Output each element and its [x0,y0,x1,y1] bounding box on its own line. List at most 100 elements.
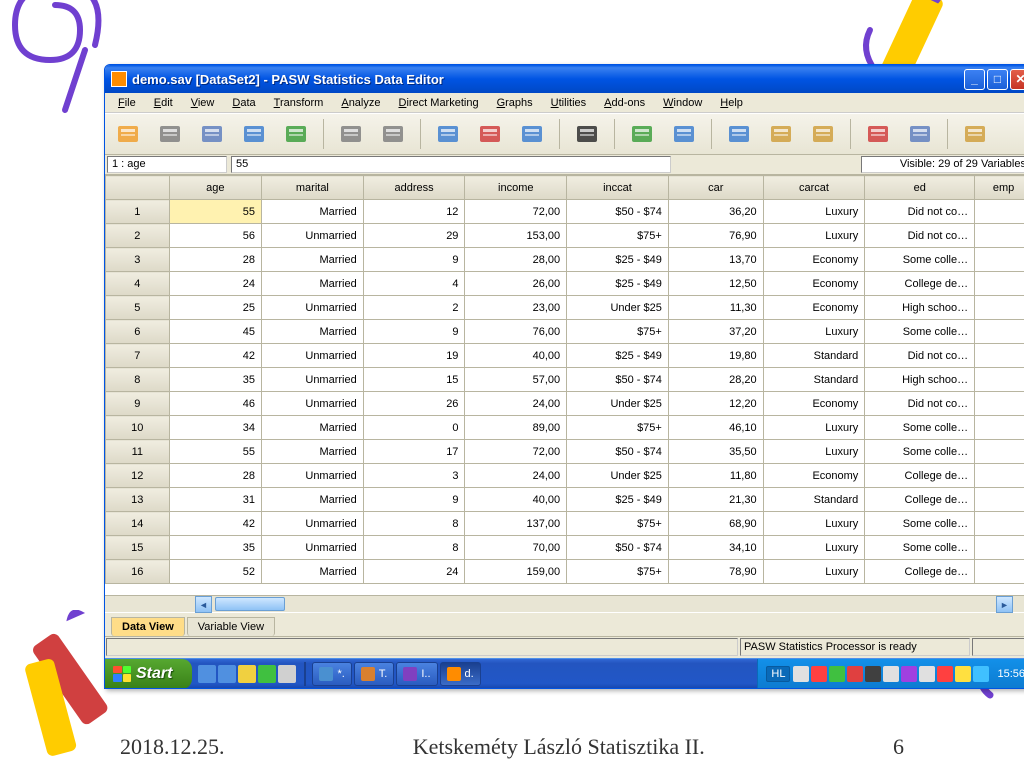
data-cell[interactable]: Unmarried [262,536,364,560]
data-cell[interactable]: 52 [169,560,261,584]
data-cell[interactable]: 24,00 [465,464,567,488]
tray-icon[interactable] [973,666,989,682]
print-button[interactable] [195,117,229,151]
data-cell[interactable]: 35 [169,368,261,392]
data-cell[interactable]: 24,00 [465,392,567,416]
data-cell[interactable]: Married [262,416,364,440]
row-header[interactable]: 1 [106,200,170,224]
tray-icon[interactable] [865,666,881,682]
save-button[interactable] [153,117,187,151]
data-cell[interactable]: $25 - $49 [567,488,669,512]
split-button[interactable] [515,117,549,151]
value-labels-button[interactable] [722,117,756,151]
corner-cell[interactable] [106,176,170,200]
menu-utilities[interactable]: Utilities [542,97,595,109]
data-cell[interactable]: Economy [763,392,865,416]
data-cell[interactable]: 11,30 [668,296,763,320]
data-cell[interactable]: 35,50 [668,440,763,464]
data-cell[interactable]: 34 [169,416,261,440]
data-cell[interactable]: Unmarried [262,296,364,320]
insert-case-button[interactable] [625,117,659,151]
ql-browser-icon[interactable] [218,665,236,683]
close-button[interactable]: ✕ [1010,69,1024,90]
column-header-car[interactable]: car [668,176,763,200]
data-cell[interactable]: 76,00 [465,320,567,344]
data-cell[interactable]: College de… [865,272,975,296]
language-indicator[interactable]: HL [766,666,790,682]
data-cell[interactable]: Some colle… [865,512,975,536]
data-cell[interactable]: 137,00 [465,512,567,536]
data-cell[interactable]: $75+ [567,512,669,536]
column-header-carcat[interactable]: carcat [763,176,865,200]
data-cell[interactable]: 42 [169,344,261,368]
row-header[interactable]: 16 [106,560,170,584]
data-cell[interactable]: $75+ [567,416,669,440]
tray-icon[interactable] [883,666,899,682]
data-cell[interactable]: Married [262,272,364,296]
data-cell[interactable]: 21,30 [668,488,763,512]
row-header[interactable]: 10 [106,416,170,440]
data-cell[interactable]: 24 [363,560,465,584]
data-cell[interactable]: Unmarried [262,464,364,488]
data-cell[interactable] [975,344,1024,368]
data-cell[interactable]: $75+ [567,560,669,584]
data-cell[interactable]: 0 [363,416,465,440]
use-sets-button[interactable] [861,117,895,151]
data-cell[interactable] [975,368,1024,392]
data-cell[interactable]: Under $25 [567,296,669,320]
data-cell[interactable]: Married [262,488,364,512]
menu-transform[interactable]: Transform [265,97,333,109]
data-cell[interactable]: Did not co… [865,200,975,224]
data-grid[interactable]: agemaritaladdressincomeinccatcarcarcated… [105,175,1024,595]
data-cell[interactable]: 8 [363,512,465,536]
data-cell[interactable]: Some colle… [865,440,975,464]
data-cell[interactable]: Standard [763,488,865,512]
ql-explorer-icon[interactable] [238,665,256,683]
minimize-button[interactable]: _ [964,69,985,90]
column-header-ed[interactable]: ed [865,176,975,200]
data-cell[interactable]: Unmarried [262,392,364,416]
data-cell[interactable]: 34,10 [668,536,763,560]
data-cell[interactable]: 40,00 [465,488,567,512]
tray-icon[interactable] [901,666,917,682]
data-cell[interactable]: $50 - $74 [567,200,669,224]
maximize-button[interactable]: □ [987,69,1008,90]
data-cell[interactable]: 70,00 [465,536,567,560]
row-header[interactable]: 7 [106,344,170,368]
data-cell[interactable] [975,536,1024,560]
data-cell[interactable]: $50 - $74 [567,368,669,392]
select-button[interactable] [806,117,840,151]
data-cell[interactable]: $50 - $74 [567,536,669,560]
data-cell[interactable]: 76,90 [668,224,763,248]
data-cell[interactable]: Did not co… [865,224,975,248]
data-cell[interactable]: 46 [169,392,261,416]
data-cell[interactable]: Married [262,560,364,584]
column-header-age[interactable]: age [169,176,261,200]
row-header[interactable]: 12 [106,464,170,488]
data-cell[interactable]: Married [262,440,364,464]
weight-button[interactable] [667,117,701,151]
tray-icon[interactable] [847,666,863,682]
ql-ie-icon[interactable] [198,665,216,683]
data-cell[interactable]: $50 - $74 [567,440,669,464]
menu-graphs[interactable]: Graphs [488,97,542,109]
data-cell[interactable]: 19 [363,344,465,368]
data-cell[interactable]: 4 [363,272,465,296]
data-cell[interactable]: 78,90 [668,560,763,584]
data-cell[interactable]: Luxury [763,200,865,224]
data-cell[interactable]: $75+ [567,224,669,248]
data-cell[interactable]: 31 [169,488,261,512]
row-header[interactable]: 8 [106,368,170,392]
data-cell[interactable]: High schoo… [865,296,975,320]
data-cell[interactable]: 28 [169,248,261,272]
row-header[interactable]: 9 [106,392,170,416]
data-cell[interactable]: 26,00 [465,272,567,296]
data-cell[interactable]: 35 [169,536,261,560]
data-cell[interactable]: $75+ [567,320,669,344]
data-cell[interactable]: 12,20 [668,392,763,416]
data-cell[interactable] [975,296,1024,320]
tray-icon[interactable] [937,666,953,682]
data-cell[interactable]: 68,90 [668,512,763,536]
undo-button[interactable] [334,117,368,151]
data-cell[interactable]: 9 [363,320,465,344]
